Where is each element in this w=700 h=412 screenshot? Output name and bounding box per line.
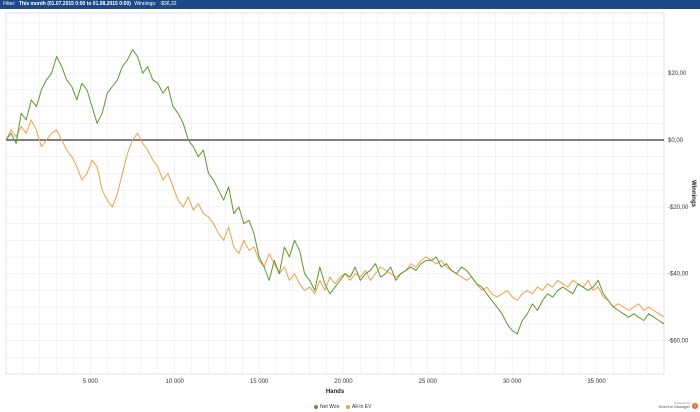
filter-label: Filter:: [3, 1, 16, 7]
filter-bar: Filter: This month (01.07.2015 0:00 to 0…: [0, 0, 700, 9]
legend-item-net-won[interactable]: Net Won: [314, 404, 339, 410]
x-tick-label: 15 000: [250, 379, 269, 385]
logo-mark-icon: 2: [692, 403, 698, 409]
winnings-value: -$56,32: [159, 1, 177, 7]
y-tick-label: -$20,00: [668, 205, 689, 211]
y-tick-label: -$40,00: [668, 272, 689, 278]
winnings-chart: 5 000 10 000 15 000 20 000 25 000 30 000 35 00…: [5, 12, 696, 395]
plot-area: [5, 12, 665, 375]
legend-item-all-in-ev[interactable]: All-In EV: [346, 404, 371, 410]
x-tick-label: 20 000: [334, 379, 353, 385]
winnings-label: Winnings:: [134, 1, 157, 7]
x-tick-label: 30 000: [503, 379, 522, 385]
x-tick-label: 5 000: [83, 379, 99, 385]
filter-value[interactable]: This month (01.07.2015 0:00 to 01.08.201…: [18, 1, 131, 7]
y-axis-title: Winnings: [690, 180, 696, 208]
x-tick-label: 35 000: [587, 379, 606, 385]
x-axis-title: Hands: [326, 389, 345, 395]
legend-swatch-all-in-ev: [346, 404, 350, 409]
x-tick-label: 25 000: [419, 379, 438, 385]
logo-powered-by: Powered by: [674, 401, 690, 405]
chart-ticks: 5 000 10 000 15 000 20 000 25 000 30 000 35 00…: [83, 71, 689, 385]
legend-swatch-net-won: [314, 404, 318, 409]
chart-grid: [5, 12, 665, 375]
chart-series: [5, 49, 665, 335]
legend-label-net-won: Net Won: [320, 404, 340, 410]
y-tick-label: $0,00: [668, 138, 684, 144]
series-line-net-won: [5, 49, 665, 335]
y-tick-label: -$60,00: [668, 339, 689, 345]
chart-legend: Net Won All-In EV: [0, 402, 700, 412]
holdem-manager-logo: Powered by Hold'em Manager 2: [650, 400, 698, 412]
logo-name: Hold'em Manager: [658, 404, 690, 409]
y-tick-label: $20,00: [668, 71, 687, 77]
x-tick-label: 10 000: [166, 379, 185, 385]
series-line-all-in-ev: [5, 119, 665, 318]
legend-label-all-in-ev: All-In EV: [352, 404, 372, 410]
